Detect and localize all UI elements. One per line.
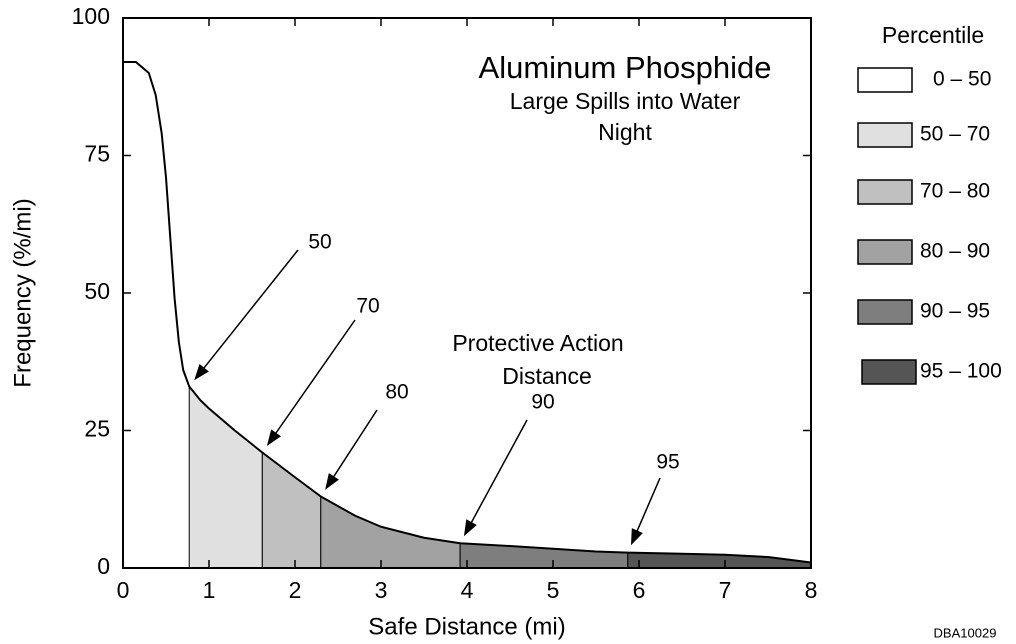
x-tick-label: 4: [461, 577, 474, 603]
x-tick-label: 2: [289, 577, 302, 603]
y-tick-label: 25: [84, 416, 110, 442]
arrow-head: [266, 429, 281, 446]
legend-label: 95 – 100: [920, 360, 1002, 383]
x-tick-label: 7: [719, 577, 732, 603]
legend-label: 80 – 90: [920, 240, 990, 263]
x-tick-label: 5: [547, 577, 560, 603]
y-axis-label: Frequency (%/mi): [9, 198, 36, 387]
chart-title: Aluminum Phosphide: [479, 50, 772, 85]
percentile-band: [188, 385, 263, 569]
arrow-head: [194, 363, 209, 381]
legend-label: 90 – 95: [920, 300, 990, 323]
x-tick-label: 8: [805, 577, 818, 603]
arrow-head: [630, 528, 643, 546]
percentile-band: [459, 542, 629, 569]
subtitle: Large Spills into Water: [510, 88, 741, 114]
arrow-shaft: [468, 419, 528, 528]
arrow-label: 95: [656, 451, 679, 474]
legend-swatch: [861, 359, 917, 385]
x-tick-label: 1: [203, 577, 216, 603]
arrow-shaft: [199, 249, 299, 373]
y-tick-label: 100: [72, 3, 110, 29]
annotation: Protective Action: [452, 330, 623, 356]
arrow-head: [325, 473, 339, 490]
subtitle: Night: [598, 119, 652, 145]
arrow-shaft: [272, 319, 356, 439]
x-tick-label: 3: [375, 577, 388, 603]
x-tick-label: 6: [633, 577, 646, 603]
arrow-label: 80: [385, 381, 408, 404]
legend-label: 50 – 70: [920, 123, 990, 146]
arrow-label: 70: [356, 295, 379, 318]
curve: [123, 61, 812, 564]
annotation: Distance: [502, 363, 591, 389]
arrow-head: [463, 519, 477, 537]
y-tick-label: 50: [84, 278, 110, 304]
arrow-shaft: [634, 477, 661, 537]
percentile-band: [261, 451, 322, 569]
legend-label: 70 – 80: [920, 180, 990, 203]
legend-swatch: [857, 67, 913, 93]
legend-swatch: [857, 239, 913, 265]
y-tick-label: 0: [97, 553, 110, 579]
arrow-shaft: [329, 409, 378, 482]
percentile-band: [123, 62, 190, 568]
y-tick-label: 75: [84, 141, 110, 167]
legend-swatch: [857, 179, 913, 205]
x-tick-label: 0: [117, 577, 130, 603]
legend-swatch: [857, 122, 913, 148]
legend-label: 0 – 50: [933, 68, 991, 91]
legend-title: Percentile: [882, 22, 984, 48]
arrow-label: 90: [531, 391, 554, 414]
legend-swatch: [857, 299, 913, 325]
arrow-label: 50: [308, 231, 331, 254]
x-axis-label: Safe Distance (mi): [368, 613, 565, 640]
footer: DBA10029: [934, 625, 997, 640]
